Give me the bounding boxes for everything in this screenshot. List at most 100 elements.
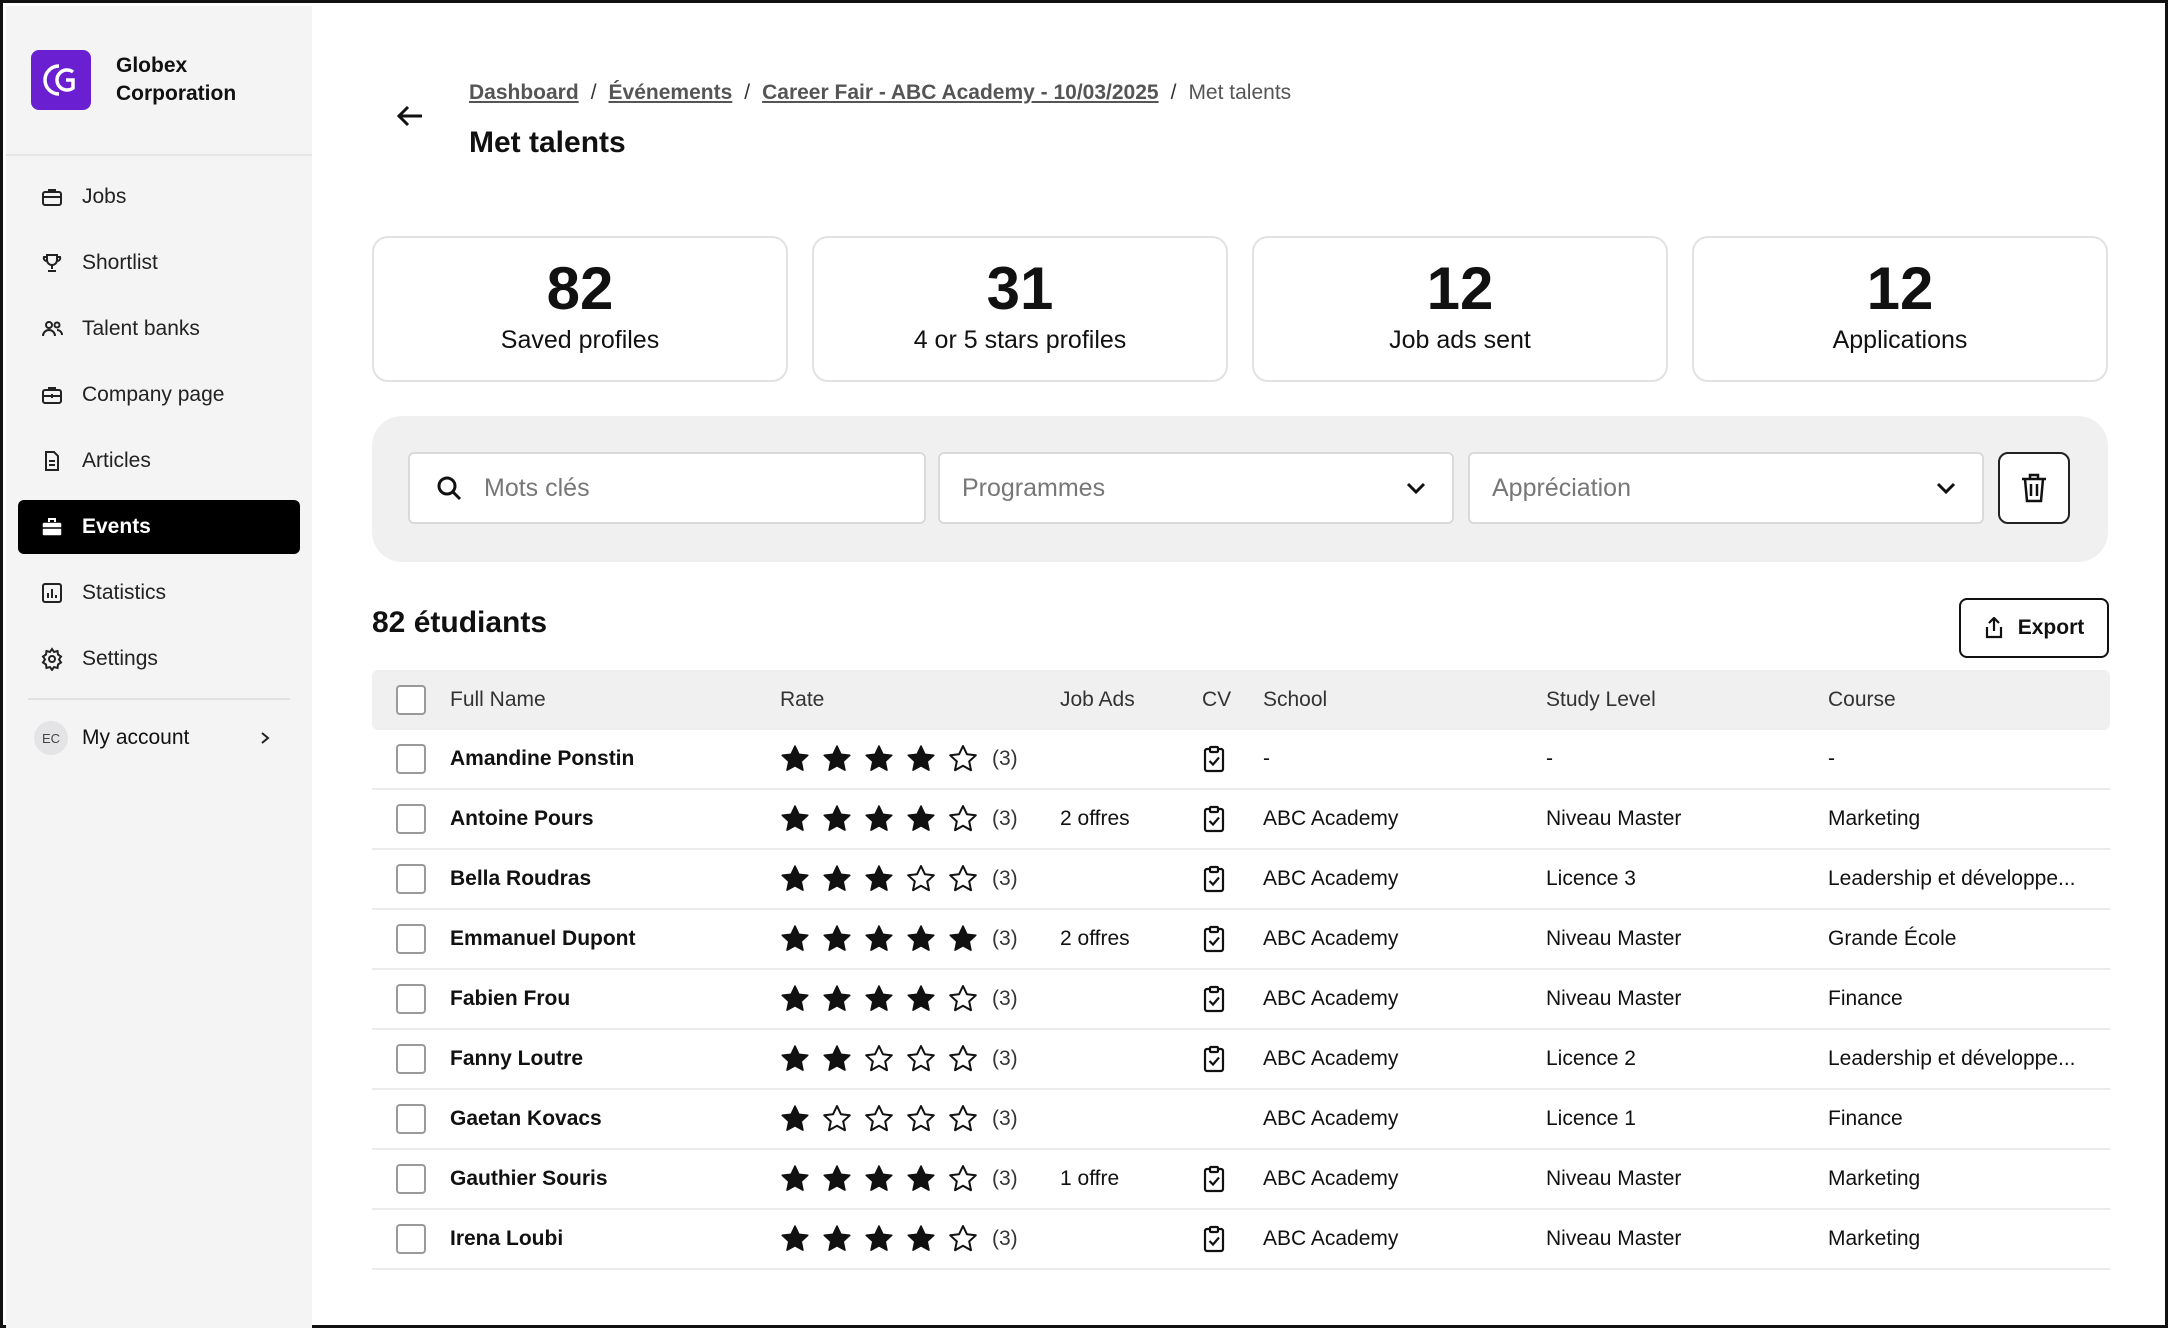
sidebar-item-articles[interactable]: Articles xyxy=(18,434,300,488)
cv-clipboard-icon[interactable] xyxy=(1202,1225,1226,1253)
full-name-cell[interactable]: Fanny Loutre xyxy=(450,1047,584,1070)
star-filled-icon[interactable] xyxy=(906,924,936,954)
clear-filters-button[interactable] xyxy=(1998,452,2070,524)
row-checkbox[interactable] xyxy=(396,1104,426,1134)
star-empty-icon[interactable] xyxy=(948,804,978,834)
full-name-cell[interactable]: Gauthier Souris xyxy=(450,1167,608,1190)
column-header-full-name[interactable]: Full Name xyxy=(450,688,546,711)
star-empty-icon[interactable] xyxy=(948,984,978,1014)
sidebar-item-shortlist[interactable]: Shortlist xyxy=(18,236,300,290)
star-empty-icon[interactable] xyxy=(864,1044,894,1074)
export-button[interactable]: Export xyxy=(1959,598,2109,658)
star-empty-icon[interactable] xyxy=(906,1044,936,1074)
cv-clipboard-icon[interactable] xyxy=(1202,745,1226,773)
search-input[interactable]: Mots clés xyxy=(408,452,926,524)
brand[interactable]: Globex Corporation xyxy=(6,6,312,156)
star-empty-icon[interactable] xyxy=(948,1224,978,1254)
cv-clipboard-icon[interactable] xyxy=(1202,1045,1226,1073)
row-checkbox[interactable] xyxy=(396,804,426,834)
star-filled-icon[interactable] xyxy=(822,1224,852,1254)
breadcrumb-evenements[interactable]: Événements xyxy=(608,81,733,104)
full-name-cell[interactable]: Amandine Ponstin xyxy=(450,747,635,770)
star-filled-icon[interactable] xyxy=(822,804,852,834)
star-filled-icon[interactable] xyxy=(780,984,810,1014)
sidebar-item-company-page[interactable]: Company page xyxy=(18,368,300,422)
star-filled-icon[interactable] xyxy=(906,1224,936,1254)
star-rating[interactable]: (3) xyxy=(780,984,1018,1014)
cv-clipboard-icon[interactable] xyxy=(1202,805,1226,833)
table-row[interactable]: Bella Roudras (3) ABC Academy Licence 3 Lead… xyxy=(372,850,2110,910)
table-row[interactable]: Irena Loubi (3) ABC Academy Niveau Master Ma… xyxy=(372,1210,2110,1270)
row-checkbox[interactable] xyxy=(396,924,426,954)
star-empty-icon[interactable] xyxy=(948,1164,978,1194)
full-name-cell[interactable]: Bella Roudras xyxy=(450,867,592,890)
star-filled-icon[interactable] xyxy=(864,924,894,954)
column-header-rate[interactable]: Rate xyxy=(780,688,825,711)
star-filled-icon[interactable] xyxy=(780,1224,810,1254)
star-filled-icon[interactable] xyxy=(780,1164,810,1194)
star-filled-icon[interactable] xyxy=(864,744,894,774)
full-name-cell[interactable]: Antoine Pours xyxy=(450,807,594,830)
cv-clipboard-icon[interactable] xyxy=(1202,985,1226,1013)
table-row[interactable]: Antoine Pours (3) 2 offres ABC Academy Nivea… xyxy=(372,790,2110,850)
star-filled-icon[interactable] xyxy=(864,1164,894,1194)
star-empty-icon[interactable] xyxy=(948,1104,978,1134)
star-filled-icon[interactable] xyxy=(822,744,852,774)
table-row[interactable]: Gaetan Kovacs (3) ABC Academy Licence 1 Fina… xyxy=(372,1090,2110,1150)
star-filled-icon[interactable] xyxy=(906,804,936,834)
star-rating[interactable]: (3) xyxy=(780,924,1018,954)
select-all-checkbox[interactable] xyxy=(396,685,426,715)
column-header-school[interactable]: School xyxy=(1263,688,1328,711)
row-checkbox[interactable] xyxy=(396,1164,426,1194)
sidebar-item-statistics[interactable]: Statistics xyxy=(18,566,300,620)
table-row[interactable]: Fanny Loutre (3) ABC Academy Licence 2 Leade… xyxy=(372,1030,2110,1090)
full-name-cell[interactable]: Gaetan Kovacs xyxy=(450,1107,602,1130)
back-button[interactable] xyxy=(392,98,428,134)
star-rating[interactable]: (3) xyxy=(780,804,1018,834)
star-filled-icon[interactable] xyxy=(864,864,894,894)
star-empty-icon[interactable] xyxy=(906,864,936,894)
star-rating[interactable]: (3) xyxy=(780,1044,1018,1074)
star-filled-icon[interactable] xyxy=(780,924,810,954)
star-empty-icon[interactable] xyxy=(948,1044,978,1074)
column-header-job-ads[interactable]: Job Ads xyxy=(1060,688,1135,711)
table-row[interactable]: Fabien Frou (3) ABC Academy Niveau Master Fi… xyxy=(372,970,2110,1030)
star-empty-icon[interactable] xyxy=(906,1104,936,1134)
table-row[interactable]: Amandine Ponstin (3) - - - xyxy=(372,730,2110,790)
star-rating[interactable]: (3) xyxy=(780,1224,1018,1254)
programmes-select[interactable]: Programmes xyxy=(938,452,1454,524)
my-account-button[interactable]: EC My account xyxy=(18,710,300,766)
star-empty-icon[interactable] xyxy=(822,1104,852,1134)
star-filled-icon[interactable] xyxy=(822,1164,852,1194)
star-rating[interactable]: (3) xyxy=(780,1164,1018,1194)
star-filled-icon[interactable] xyxy=(864,984,894,1014)
row-checkbox[interactable] xyxy=(396,1224,426,1254)
cv-clipboard-icon[interactable] xyxy=(1202,925,1226,953)
row-checkbox[interactable] xyxy=(396,1044,426,1074)
star-filled-icon[interactable] xyxy=(822,924,852,954)
star-filled-icon[interactable] xyxy=(864,804,894,834)
table-row[interactable]: Emmanuel Dupont (3) 2 offres ABC Academy Niv… xyxy=(372,910,2110,970)
star-filled-icon[interactable] xyxy=(864,1224,894,1254)
star-rating[interactable]: (3) xyxy=(780,744,1018,774)
row-checkbox[interactable] xyxy=(396,744,426,774)
sidebar-item-events[interactable]: Events xyxy=(18,500,300,554)
sidebar-item-talent-banks[interactable]: Talent banks xyxy=(18,302,300,356)
row-checkbox[interactable] xyxy=(396,984,426,1014)
star-filled-icon[interactable] xyxy=(822,864,852,894)
star-filled-icon[interactable] xyxy=(906,984,936,1014)
star-filled-icon[interactable] xyxy=(948,924,978,954)
table-row[interactable]: Gauthier Souris (3) 1 offre ABC Academy Nive… xyxy=(372,1150,2110,1210)
breadcrumb-dashboard[interactable]: Dashboard xyxy=(469,81,579,104)
full-name-cell[interactable]: Fabien Frou xyxy=(450,987,571,1010)
full-name-cell[interactable]: Irena Loubi xyxy=(450,1227,564,1250)
column-header-cv[interactable]: CV xyxy=(1202,688,1232,711)
sidebar-item-settings[interactable]: Settings xyxy=(18,632,300,686)
star-filled-icon[interactable] xyxy=(780,1104,810,1134)
appreciation-select[interactable]: Appréciation xyxy=(1468,452,1984,524)
full-name-cell[interactable]: Emmanuel Dupont xyxy=(450,927,636,950)
star-empty-icon[interactable] xyxy=(948,744,978,774)
cv-clipboard-icon[interactable] xyxy=(1202,865,1226,893)
star-filled-icon[interactable] xyxy=(906,744,936,774)
column-header-study-level[interactable]: Study Level xyxy=(1546,688,1656,711)
